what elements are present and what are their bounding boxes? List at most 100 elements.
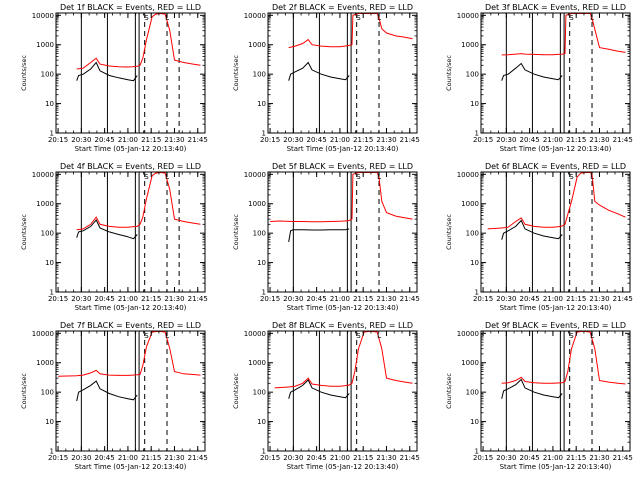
y-tick-label-7-0: 1 — [50, 448, 54, 456]
x-tick-label-9-6: 21:45 — [613, 454, 633, 462]
x-tick-label-1-4: 21:15 — [141, 136, 161, 144]
x-tick-label-6-0: 20:15 — [473, 295, 493, 303]
y-tick-label-9-2: 100 — [466, 389, 479, 397]
y-tick-label-5-4: 10000 — [244, 171, 266, 179]
x-tick-label-3-1: 20:30 — [496, 136, 516, 144]
y-tick-label-8-3: 1000 — [248, 359, 266, 367]
y-tick-label-1-1: 10 — [45, 100, 54, 108]
y-tick-label-7-3: 1000 — [36, 359, 54, 367]
marker-s-2: S — [356, 14, 361, 22]
marker-s-1: S — [144, 14, 149, 22]
y-tick-label-6-3: 1000 — [461, 200, 479, 208]
marker-s-7: S — [144, 332, 149, 340]
x-tick-label-6-1: 20:30 — [496, 295, 516, 303]
x-axis-label-4: Start Time (05-Jan-12 20:13:40) — [75, 304, 187, 312]
chart-title-1: Det 1f BLACK = Events, RED = LLD — [60, 3, 201, 12]
y-axis-label-4: Counts/sec — [20, 214, 28, 250]
y-tick-label-2-4: 10000 — [244, 12, 266, 20]
x-tick-label-3-3: 21:00 — [543, 136, 563, 144]
x-tick-label-4-3: 21:00 — [118, 295, 138, 303]
x-tick-label-1-1: 20:30 — [71, 136, 91, 144]
x-tick-label-9-0: 20:15 — [473, 454, 493, 462]
marker-l-9: L — [590, 332, 594, 340]
x-tick-label-5-4: 21:15 — [353, 295, 373, 303]
y-tick-label-9-4: 10000 — [457, 330, 479, 338]
marker-l-1: L — [165, 14, 169, 22]
chart-title-3: Det 3f BLACK = Events, RED = LLD — [485, 3, 626, 12]
chart-title-9: Det 9f BLACK = Events, RED = LLD — [485, 321, 626, 330]
series-line-lld-1 — [76, 13, 201, 70]
y-tick-label-1-2: 100 — [41, 71, 54, 79]
x-tick-label-1-5: 21:30 — [164, 136, 184, 144]
y-tick-label-2-3: 1000 — [248, 41, 266, 49]
plot-frame-4 — [55, 171, 206, 293]
plot-frame-5 — [267, 171, 418, 293]
y-tick-label-5-0: 1 — [262, 289, 266, 297]
x-tick-label-5-2: 20:45 — [307, 295, 327, 303]
x-tick-label-3-5: 21:30 — [589, 136, 609, 144]
x-tick-label-9-2: 20:45 — [520, 454, 540, 462]
x-tick-label-8-6: 21:45 — [400, 454, 420, 462]
x-tick-label-2-6: 21:45 — [400, 136, 420, 144]
chart-title-4: Det 4f BLACK = Events, RED = LLD — [60, 162, 201, 171]
marker-s-4: S — [144, 173, 149, 181]
x-tick-label-7-5: 21:30 — [164, 454, 184, 462]
x-tick-label-6-5: 21:30 — [589, 295, 609, 303]
x-tick-label-7-6: 21:45 — [188, 454, 208, 462]
series-line-lld-6 — [487, 172, 626, 230]
x-tick-label-2-2: 20:45 — [307, 136, 327, 144]
series-line-events-2 — [288, 61, 350, 81]
y-tick-label-1-4: 10000 — [32, 12, 54, 20]
x-tick-label-7-2: 20:45 — [95, 454, 115, 462]
series-line-lld-7 — [58, 331, 201, 377]
x-tick-label-6-6: 21:45 — [613, 295, 633, 303]
x-axis-label-3: Start Time (05-Jan-12 20:13:40) — [500, 145, 612, 153]
x-tick-label-6-3: 21:00 — [543, 295, 563, 303]
marker-s-9: S — [569, 332, 574, 340]
plot-frame-9 — [480, 330, 631, 452]
series-line-lld-3 — [501, 13, 626, 56]
x-tick-label-2-3: 21:00 — [330, 136, 350, 144]
x-tick-label-9-5: 21:30 — [589, 454, 609, 462]
y-axis-label-8: Counts/sec — [232, 373, 240, 409]
plot-frame-8 — [267, 330, 418, 452]
x-tick-label-8-0: 20:15 — [260, 454, 280, 462]
y-tick-label-3-4: 10000 — [457, 12, 479, 20]
y-tick-label-8-0: 1 — [262, 448, 266, 456]
y-tick-label-1-0: 1 — [50, 130, 54, 138]
y-tick-label-4-0: 1 — [50, 289, 54, 297]
series-line-lld-9 — [501, 331, 626, 385]
y-tick-label-8-1: 10 — [257, 418, 266, 426]
x-tick-label-5-1: 20:30 — [283, 295, 303, 303]
x-tick-label-5-5: 21:30 — [376, 295, 396, 303]
x-tick-label-1-0: 20:15 — [48, 136, 68, 144]
series-line-events-1 — [76, 61, 138, 82]
x-tick-label-2-4: 21:15 — [353, 136, 373, 144]
x-tick-label-7-1: 20:30 — [71, 454, 91, 462]
x-axis-label-2: Start Time (05-Jan-12 20:13:40) — [287, 145, 399, 153]
series-line-events-9 — [501, 378, 563, 399]
series-line-lld-4 — [76, 172, 201, 231]
y-tick-label-8-2: 100 — [253, 389, 266, 397]
x-tick-label-7-0: 20:15 — [48, 454, 68, 462]
x-tick-label-8-2: 20:45 — [307, 454, 327, 462]
x-tick-label-2-1: 20:30 — [283, 136, 303, 144]
y-tick-label-8-4: 10000 — [244, 330, 266, 338]
series-line-lld-8 — [274, 331, 413, 389]
x-axis-label-8: Start Time (05-Jan-12 20:13:40) — [287, 463, 399, 471]
y-tick-label-5-3: 1000 — [248, 200, 266, 208]
x-tick-label-4-1: 20:30 — [71, 295, 91, 303]
chart-title-8: Det 8f BLACK = Events, RED = LLD — [272, 321, 413, 330]
x-tick-label-3-4: 21:15 — [566, 136, 586, 144]
x-tick-label-1-2: 20:45 — [95, 136, 115, 144]
y-tick-label-4-4: 10000 — [32, 171, 54, 179]
y-tick-label-3-0: 1 — [475, 130, 479, 138]
marker-l-3: L — [590, 14, 594, 22]
marker-s-3: S — [569, 14, 574, 22]
x-tick-label-2-5: 21:30 — [376, 136, 396, 144]
x-tick-label-2-0: 20:15 — [260, 136, 280, 144]
